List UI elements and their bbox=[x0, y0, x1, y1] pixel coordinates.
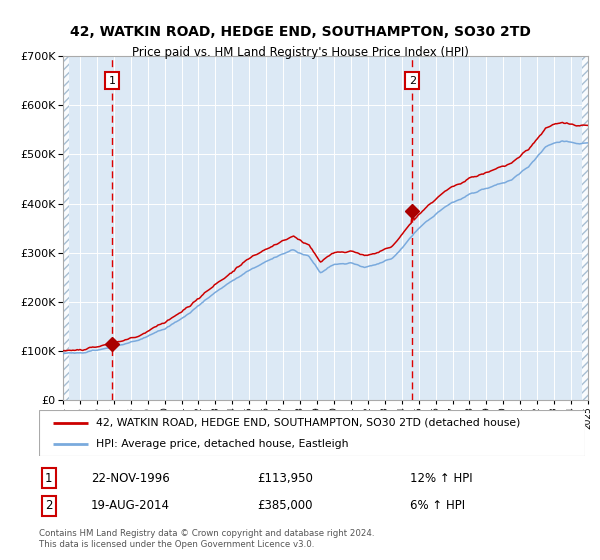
Text: Price paid vs. HM Land Registry's House Price Index (HPI): Price paid vs. HM Land Registry's House … bbox=[131, 46, 469, 59]
Text: 22-NOV-1996: 22-NOV-1996 bbox=[91, 472, 170, 484]
Text: 19-AUG-2014: 19-AUG-2014 bbox=[91, 500, 170, 512]
Text: £385,000: £385,000 bbox=[257, 500, 313, 512]
Text: Contains HM Land Registry data © Crown copyright and database right 2024.
This d: Contains HM Land Registry data © Crown c… bbox=[39, 529, 374, 549]
Bar bbox=[582, 56, 588, 400]
Text: £113,950: £113,950 bbox=[257, 472, 313, 484]
Text: 42, WATKIN ROAD, HEDGE END, SOUTHAMPTON, SO30 2TD (detached house): 42, WATKIN ROAD, HEDGE END, SOUTHAMPTON,… bbox=[97, 418, 521, 428]
Text: 42, WATKIN ROAD, HEDGE END, SOUTHAMPTON, SO30 2TD: 42, WATKIN ROAD, HEDGE END, SOUTHAMPTON,… bbox=[70, 25, 530, 39]
Bar bbox=[63, 56, 69, 400]
Text: 6% ↑ HPI: 6% ↑ HPI bbox=[410, 500, 466, 512]
Text: HPI: Average price, detached house, Eastleigh: HPI: Average price, detached house, East… bbox=[97, 439, 349, 449]
Text: 12% ↑ HPI: 12% ↑ HPI bbox=[410, 472, 473, 484]
Text: 1: 1 bbox=[109, 76, 116, 86]
Text: 2: 2 bbox=[45, 500, 53, 512]
Text: 1: 1 bbox=[45, 472, 53, 484]
FancyBboxPatch shape bbox=[39, 410, 585, 456]
Text: 2: 2 bbox=[409, 76, 416, 86]
